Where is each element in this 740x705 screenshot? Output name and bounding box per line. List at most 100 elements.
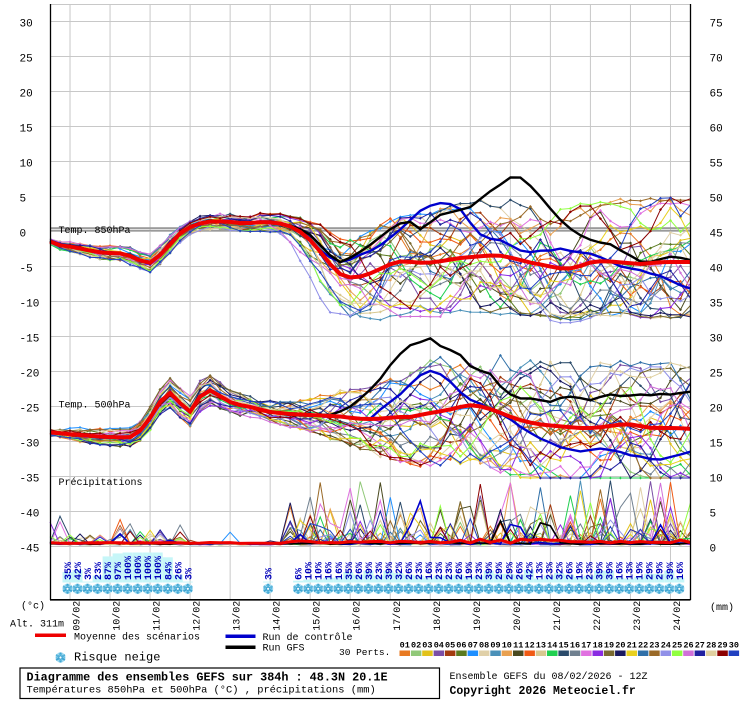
svg-text:-10: -10 [20,299,40,311]
svg-text:12: 12 [524,641,534,651]
svg-text:42%: 42% [525,562,536,580]
svg-text:23%: 23% [475,562,486,580]
svg-text:35: 35 [710,299,723,311]
svg-text:3%: 3% [84,568,95,580]
svg-text:26%: 26% [174,562,185,580]
svg-text:02: 02 [411,641,421,651]
svg-text:19%: 19% [576,562,587,580]
svg-text:10: 10 [20,159,33,171]
svg-text:21: 21 [627,641,637,651]
svg-text:14/02: 14/02 [272,601,284,631]
svg-text:15: 15 [20,124,33,136]
svg-text:23%: 23% [545,562,556,580]
svg-text:23%: 23% [415,562,426,580]
svg-text:39%: 39% [385,562,396,580]
svg-text:26%: 26% [455,562,466,580]
svg-text:84%: 84% [164,562,175,580]
svg-text:08: 08 [479,641,489,651]
svg-text:Temp. 500hPa: Temp. 500hPa [59,400,131,412]
svg-text:13: 13 [536,641,546,651]
svg-text:20: 20 [20,89,33,101]
svg-text:26%: 26% [355,562,366,580]
svg-text:30 Perts.: 30 Perts. [339,647,390,658]
svg-text:22/02: 22/02 [592,601,604,631]
svg-text:23%: 23% [586,562,597,580]
svg-text:-40: -40 [20,509,40,521]
svg-text:-45: -45 [20,544,40,556]
svg-text:-5: -5 [20,264,33,276]
svg-text:100%: 100% [144,556,155,580]
svg-text:05: 05 [445,641,455,651]
svg-text:29%: 29% [646,562,657,580]
svg-text:3%: 3% [265,568,276,580]
svg-text:5: 5 [20,194,27,206]
svg-text:16%: 16% [325,562,336,580]
svg-text:01: 01 [400,641,410,651]
svg-text:25: 25 [672,641,682,651]
svg-text:25: 25 [20,54,33,66]
svg-text:3%: 3% [184,568,195,580]
svg-text:23%: 23% [435,562,446,580]
svg-text:97%: 97% [114,562,125,580]
svg-text:70: 70 [710,54,723,66]
svg-text:10: 10 [710,474,723,486]
svg-text:16%: 16% [676,562,687,580]
svg-text:30: 30 [729,641,739,651]
svg-text:35%: 35% [64,562,75,580]
svg-text:24/02: 24/02 [672,601,684,631]
svg-text:39%: 39% [596,562,607,580]
svg-text:13/02: 13/02 [232,601,244,631]
svg-text:15: 15 [710,439,723,451]
svg-text:10/02: 10/02 [112,601,124,631]
svg-text:19%: 19% [465,562,476,580]
svg-text:23%: 23% [375,562,386,580]
svg-text:100%: 100% [134,556,145,580]
svg-text:04: 04 [434,641,444,651]
svg-text:16%: 16% [425,562,436,580]
svg-text:07: 07 [468,641,478,651]
svg-text:50: 50 [710,194,723,206]
svg-text:20: 20 [615,641,625,651]
svg-text:27: 27 [695,641,705,651]
svg-text:32%: 32% [555,562,566,580]
svg-text:19: 19 [604,641,614,651]
svg-text:Précipitations: Précipitations [59,477,143,489]
svg-text:16%: 16% [616,562,627,580]
svg-text:100%: 100% [154,556,165,580]
svg-text:11/02: 11/02 [152,601,164,631]
svg-text:16: 16 [570,641,580,651]
svg-text:26%: 26% [566,562,577,580]
svg-text:-20: -20 [20,369,40,381]
svg-text:28: 28 [706,641,716,651]
svg-text:06: 06 [456,641,466,651]
svg-text:0: 0 [710,544,717,556]
svg-text:0: 0 [20,229,27,241]
svg-text:19/02: 19/02 [472,601,484,631]
svg-text:18: 18 [593,641,603,651]
svg-text:-25: -25 [20,404,40,416]
svg-text:15: 15 [558,641,568,651]
svg-text:29%: 29% [656,562,667,580]
svg-text:12/02: 12/02 [192,601,204,631]
svg-text:45: 45 [710,229,723,241]
svg-text:23%: 23% [445,562,456,580]
svg-text:19%: 19% [636,562,647,580]
svg-text:20: 20 [710,404,723,416]
svg-text:13%: 13% [626,562,637,580]
svg-text:10%: 10% [305,562,316,580]
svg-text:(°c): (°c) [21,601,45,613]
svg-text:29%: 29% [495,562,506,580]
svg-text:29%: 29% [505,562,516,580]
svg-text:26%: 26% [515,562,526,580]
svg-text:75: 75 [710,19,723,31]
svg-text:39%: 39% [666,562,677,580]
svg-text:21/02: 21/02 [552,601,564,631]
svg-text:Risque neige: Risque neige [74,651,160,665]
svg-text:Ensemble GEFS du 08/02/2026 -: Ensemble GEFS du 08/02/2026 - 12Z [450,671,648,683]
svg-text:35%: 35% [345,562,356,580]
svg-text:6%: 6% [295,568,306,580]
svg-text:09/02: 09/02 [72,601,84,631]
svg-text:-30: -30 [20,439,40,451]
svg-text:17/02: 17/02 [392,601,404,631]
svg-text:5: 5 [710,509,717,521]
